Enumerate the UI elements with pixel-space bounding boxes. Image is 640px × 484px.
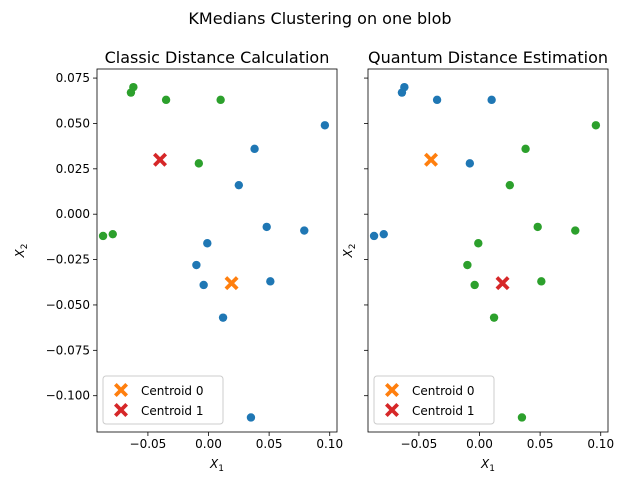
data-point-cluster-0 — [234, 180, 244, 190]
x-tick-label: 0.00 — [195, 437, 222, 451]
data-point-cluster-1 — [463, 260, 472, 270]
subplot-title: Quantum Distance Estimation — [368, 48, 608, 67]
data-point-cluster-0 — [300, 226, 309, 235]
legend-marker-centroid-0 — [114, 383, 128, 397]
data-point-cluster-0 — [369, 231, 379, 241]
y-tick-label: −0.025 — [46, 253, 90, 267]
x-tick-label: 0.00 — [466, 437, 493, 451]
data-point-cluster-1 — [126, 88, 136, 97]
data-point-cluster-0 — [246, 413, 256, 422]
centroid-1-marker — [495, 276, 510, 291]
subplot-quantum: Quantum Distance Estimation −0.05 0.00 0.05… — [341, 48, 614, 474]
data-point-cluster-0 — [397, 88, 407, 97]
data-point-cluster-1 — [194, 159, 204, 168]
data-point-cluster-0 — [218, 313, 228, 322]
x-tick-label: 0.05 — [527, 437, 554, 451]
data-point-cluster-1 — [537, 277, 546, 286]
y-axis-label: X2 — [13, 244, 30, 259]
y-tick-label: −0.075 — [46, 343, 90, 357]
data-point-cluster-0 — [379, 229, 388, 239]
legend-marker-centroid-1 — [114, 403, 128, 417]
figure-title: KMedians Clustering on one blob — [188, 9, 451, 28]
centroid-0-marker — [224, 276, 239, 291]
data-point-cluster-1 — [521, 144, 530, 154]
y-tick-label: 0.075 — [56, 71, 90, 85]
data-point-cluster-1 — [108, 229, 117, 239]
legend-label-centroid-0: Centroid 0 — [412, 384, 474, 398]
data-point-cluster-0 — [192, 260, 201, 270]
data-point-cluster-1 — [591, 121, 601, 130]
y-tick-label: −0.100 — [46, 389, 90, 403]
x-tick-label: 0.10 — [587, 437, 614, 451]
centroid-0-marker — [424, 152, 439, 167]
x-tick-label: 0.05 — [256, 437, 283, 451]
y-axis-label: X2 — [341, 244, 358, 259]
x-tick-label: −0.05 — [401, 437, 438, 451]
data-point-cluster-1 — [470, 280, 479, 290]
y-tick-label: −0.050 — [46, 298, 90, 312]
x-tick-label: 0.10 — [316, 437, 343, 451]
y-tick-label: 0.050 — [56, 116, 90, 130]
data-point-cluster-0 — [250, 144, 259, 154]
legend-box — [373, 375, 495, 425]
data-point-cluster-0 — [203, 239, 212, 248]
x-axis-label: X1 — [480, 457, 495, 474]
legend-label-centroid-1: Centroid 1 — [412, 404, 474, 418]
data-point-cluster-1 — [98, 231, 108, 241]
data-point-cluster-1 — [216, 95, 225, 105]
legend-marker-centroid-0 — [385, 383, 399, 397]
data-point-cluster-1 — [161, 95, 171, 105]
legend-label-centroid-0: Centroid 0 — [141, 384, 203, 398]
data-point-cluster-1 — [533, 222, 542, 232]
y-tick-label: 0.000 — [56, 207, 90, 221]
x-tick-label: −0.05 — [130, 437, 167, 451]
data-point-cluster-1 — [489, 313, 499, 322]
data-point-cluster-0 — [320, 121, 330, 130]
data-point-cluster-0 — [487, 95, 496, 105]
centroid-1-marker — [153, 152, 168, 167]
data-point-cluster-0 — [262, 222, 271, 232]
data-point-cluster-0 — [465, 159, 475, 168]
legend-label-centroid-1: Centroid 1 — [141, 404, 203, 418]
data-point-cluster-0 — [199, 280, 208, 290]
subplot-classic: Classic Distance Calculation −0.05 0.00 0.0… — [13, 48, 343, 474]
axes-frame — [367, 68, 609, 433]
data-point-cluster-1 — [505, 180, 515, 190]
axes-frame — [96, 68, 338, 433]
data-point-cluster-0 — [266, 277, 275, 286]
subplot-title: Classic Distance Calculation — [105, 48, 330, 67]
x-axis-label: X1 — [209, 457, 224, 474]
y-tick-label: 0.025 — [56, 162, 90, 176]
data-point-cluster-1 — [474, 239, 483, 248]
data-point-cluster-1 — [517, 413, 527, 422]
legend-box — [102, 375, 224, 425]
data-point-cluster-1 — [571, 226, 580, 235]
data-point-cluster-0 — [432, 95, 442, 105]
legend-marker-centroid-1 — [385, 403, 399, 417]
